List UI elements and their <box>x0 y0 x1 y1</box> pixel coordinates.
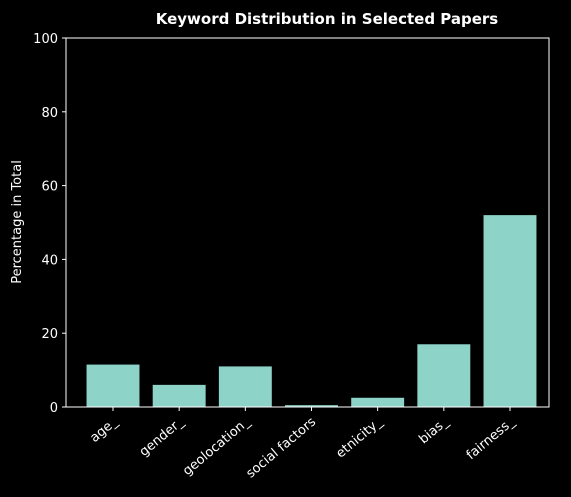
bar-gender <box>152 384 206 407</box>
x-ticks-layer: age_ gender_geolocation_social factors etn… <box>87 407 518 481</box>
bar-age <box>86 364 140 407</box>
x-tick-label: social factors <box>244 414 320 481</box>
bar-geolocation <box>218 366 272 407</box>
y-tick-label: 20 <box>41 327 58 342</box>
bar-social-factors <box>285 405 338 407</box>
y-tick-label: 100 <box>33 32 58 47</box>
chart-title: Keyword Distribution in Selected Papers <box>156 10 499 28</box>
y-tick-label: 80 <box>41 106 58 121</box>
bar-bias <box>417 344 471 407</box>
y-ticks-layer: 0 20 40 60 80 100 <box>33 32 66 416</box>
bar-etnicity <box>351 397 405 407</box>
x-tick-label: fairness_ <box>464 414 518 463</box>
y-axis-label: Percentage in Total <box>10 160 25 284</box>
y-tick-label: 60 <box>41 180 58 195</box>
bar-fairness <box>483 215 537 407</box>
bars-layer <box>86 215 537 407</box>
plot-frame <box>65 37 550 408</box>
x-tick-label: gender_ <box>137 414 187 460</box>
y-tick-label: 0 <box>50 401 58 416</box>
x-tick-label: age_ <box>87 414 121 446</box>
x-tick-label: etnicity_ <box>333 414 385 461</box>
x-tick-label: bias_ <box>416 414 451 447</box>
x-tick-label: geolocation_ <box>180 414 253 479</box>
y-tick-label: 40 <box>41 253 58 268</box>
